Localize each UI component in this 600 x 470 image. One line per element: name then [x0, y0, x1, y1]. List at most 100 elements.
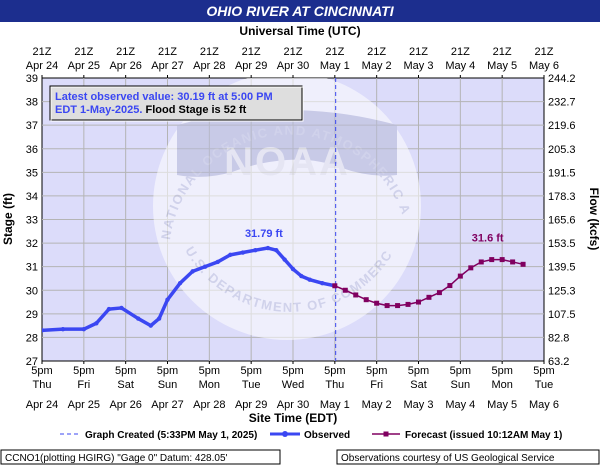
tick-labels: 27 63.2 28 82.8 29 107.5 30 125.3 31 139.5 32 153.5…: [26, 46, 576, 411]
bottom-tick-weekday: Tue: [242, 379, 261, 391]
bottom-tick-weekday: Thu: [325, 379, 344, 391]
y-tick-label: 27: [26, 356, 38, 368]
bottom-tick-date: May 3: [404, 399, 434, 411]
top-tick-time: 21Z: [451, 46, 470, 58]
forecast-point: [384, 303, 390, 309]
bottom-tick-weekday: Thu: [33, 379, 52, 391]
observed-point: [282, 257, 287, 262]
bottom-tick-time: 5pm: [157, 365, 178, 377]
forecast-point: [374, 300, 380, 306]
bottom-tick-date: Apr 28: [193, 399, 225, 411]
top-tick-date: May 1: [320, 60, 350, 72]
forecast-point: [332, 283, 338, 289]
y2-tick-label: 165.6: [548, 215, 576, 227]
forecast-point: [363, 297, 369, 303]
observed-point: [177, 280, 183, 286]
observed-point: [119, 305, 124, 311]
forecast-point: [353, 292, 359, 298]
peak-annotation: 31.79 ft: [245, 228, 283, 240]
bottom-tick-time: 5pm: [324, 365, 345, 377]
svg-text:EDT 1-May-2025. Flood Stage is: EDT 1-May-2025. Flood Stage is 52 ft: [55, 104, 247, 116]
bottom-tick-date: Apr 27: [151, 399, 183, 411]
right-axis-title: Flow (kcfs): [587, 188, 600, 251]
observed-point: [42, 328, 45, 333]
bottom-tick-time: 5pm: [115, 365, 136, 377]
forecast-point: [436, 290, 442, 296]
left-axis-title: Stage (ft): [1, 193, 15, 245]
series-layer: [42, 245, 526, 333]
forecast-point: [520, 261, 526, 267]
legend-observed-marker: [282, 431, 288, 437]
bottom-tick-date: May 5: [487, 399, 517, 411]
y2-tick-label: 125.3: [548, 285, 576, 297]
y2-tick-label: 205.3: [548, 144, 576, 156]
y-tick-label: 38: [26, 97, 38, 109]
top-tick-time: 21Z: [74, 46, 93, 58]
y-tick-label: 32: [26, 238, 38, 250]
bottom-tick-weekday: Sat: [410, 379, 427, 391]
bottom-tick-date: May 2: [362, 399, 392, 411]
top-tick-time: 21Z: [284, 46, 303, 58]
bottom-tick-date: May 1: [320, 399, 350, 411]
y2-tick-label: 107.5: [548, 309, 576, 321]
forecast-point: [499, 257, 505, 263]
observed-point: [136, 316, 141, 321]
y-tick-label: 37: [26, 120, 38, 132]
observed-point: [190, 269, 195, 274]
bottom-tick-weekday: Wed: [282, 379, 304, 391]
bottom-tick-time: 5pm: [491, 365, 512, 377]
y-tick-label: 30: [26, 285, 38, 297]
y2-tick-label: 191.5: [548, 167, 576, 179]
y2-tick-label: 63.2: [548, 356, 569, 368]
observed-point: [307, 277, 312, 282]
bottom-tick-time: 5pm: [199, 365, 220, 377]
y2-tick-label: 219.6: [548, 120, 576, 132]
forecast-point: [416, 299, 421, 305]
bottom-tick-date: Apr 24: [26, 399, 58, 411]
chart-title: OHIO RIVER AT CINCINNATI: [206, 3, 394, 19]
bottom-tick-time: 5pm: [408, 365, 429, 377]
y2-tick-label: 244.2: [548, 73, 576, 85]
bottom-tick-date: Apr 29: [235, 399, 267, 411]
bottom-tick-time: 5pm: [533, 365, 554, 377]
y-tick-label: 35: [26, 167, 38, 179]
bottom-tick-weekday: Sun: [451, 379, 471, 391]
forecast-point: [468, 265, 474, 271]
forecast-point: [510, 259, 516, 265]
top-tick-time: 21Z: [116, 46, 135, 58]
bottom-tick-date: Apr 30: [277, 399, 309, 411]
legend-forecast-label: Forecast (issued 10:12AM May 1): [405, 430, 562, 441]
y-tick-label: 33: [26, 215, 38, 227]
observed-point: [253, 247, 258, 253]
bottom-tick-weekday: Sun: [158, 379, 178, 391]
observed-point: [265, 245, 271, 251]
footer-right-text: Observations courtesy of US Geological S…: [341, 453, 555, 464]
top-tick-time: 21Z: [409, 46, 428, 58]
top-tick-time: 21Z: [158, 46, 177, 58]
footer-left-text: CCNO1(plotting HGIRG) "Gage 0" Datum: 42…: [5, 453, 228, 464]
top-tick-date: May 5: [487, 60, 517, 72]
y2-tick-label: 153.5: [548, 238, 576, 250]
observed-point: [290, 266, 296, 272]
top-tick-time: 21Z: [33, 46, 52, 58]
observed-point: [240, 250, 245, 255]
legend: Graph Created (5:33PM May 1, 2025) Obser…: [60, 430, 562, 441]
bottom-axis-title: Site Time (EDT): [249, 411, 337, 425]
forecast-point: [395, 303, 401, 309]
top-axis-title: Universal Time (UTC): [239, 24, 360, 38]
top-tick-date: Apr 27: [151, 60, 183, 72]
observed-point: [106, 306, 112, 312]
title-bar: [0, 0, 600, 22]
bottom-tick-weekday: Mon: [491, 379, 512, 391]
y2-tick-label: 178.3: [548, 191, 576, 203]
forecast-point: [426, 294, 432, 300]
top-tick-date: May 3: [404, 60, 434, 72]
info-line-2a: EDT 1-May-2025.: [55, 104, 142, 116]
y-tick-label: 29: [26, 309, 38, 321]
bottom-tick-date: Apr 25: [68, 399, 100, 411]
top-tick-date: May 6: [529, 60, 559, 72]
top-tick-date: Apr 28: [193, 60, 225, 72]
top-tick-date: Apr 26: [109, 60, 141, 72]
